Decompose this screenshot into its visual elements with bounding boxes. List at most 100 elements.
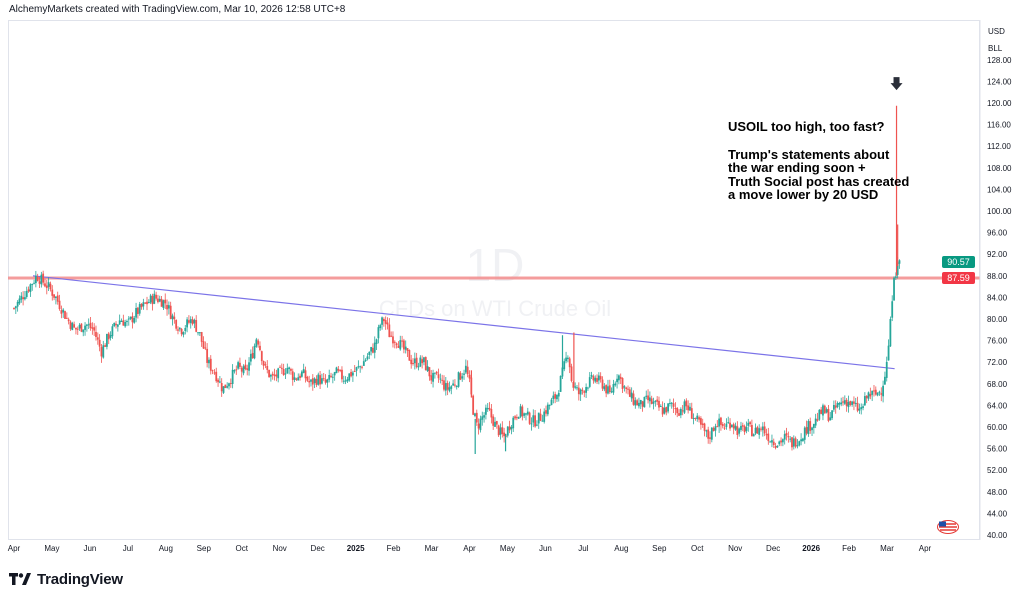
unit-label: BLL	[988, 44, 1003, 53]
horizontal-level-line[interactable]	[8, 276, 980, 280]
candle-body	[548, 404, 551, 406]
candle-body	[333, 372, 336, 376]
candle-body	[854, 402, 857, 404]
candle-body	[692, 418, 695, 420]
marker-layer	[890, 77, 903, 91]
candle-body	[33, 282, 35, 284]
candle-body	[408, 350, 411, 361]
candle-body	[279, 366, 281, 368]
candle-body	[288, 367, 291, 370]
candle-body	[787, 436, 790, 438]
candle-body	[95, 331, 97, 337]
y-tick-label: 84.00	[987, 293, 1008, 302]
candle-body	[348, 373, 351, 381]
candle-body	[27, 289, 30, 292]
candle-body	[703, 423, 706, 431]
candle-body	[699, 418, 702, 425]
candle-body	[428, 367, 431, 377]
candle-body	[337, 369, 340, 371]
candle-body	[226, 386, 229, 388]
candle-body	[158, 298, 161, 302]
candle-body	[559, 375, 562, 392]
x-tick-label: Jul	[578, 544, 588, 553]
candle-body	[838, 403, 841, 405]
candle-body	[579, 389, 582, 395]
candle-body	[477, 423, 480, 429]
candle-body	[459, 373, 462, 380]
candle-body	[878, 391, 881, 393]
candle-body	[109, 335, 112, 338]
candle-body	[772, 441, 775, 446]
candle-body	[678, 413, 680, 416]
candle-body	[714, 426, 717, 431]
trendline[interactable]	[32, 275, 895, 370]
candle-body	[867, 392, 870, 399]
candle-body	[483, 415, 485, 418]
candle-body	[186, 319, 188, 328]
candle-body	[546, 404, 549, 415]
candle-body	[710, 427, 713, 440]
candle-body	[413, 358, 416, 364]
time-axis[interactable]: Apr May Jun Jul Aug Sep Oct Nov Dec 2025 Feb Mar Apr…	[8, 544, 932, 553]
candle-body	[577, 387, 580, 395]
candle-body	[135, 308, 137, 318]
candle-body	[253, 345, 256, 359]
x-tick-label: Feb	[842, 544, 856, 553]
candle-body	[120, 320, 123, 322]
candle-body	[887, 345, 890, 361]
candle-body	[827, 408, 830, 421]
candle-body	[155, 294, 158, 299]
candle-body	[412, 362, 414, 364]
x-tick-label: Mar	[880, 544, 894, 553]
x-tick-label: Oct	[691, 544, 704, 553]
candle-body	[370, 347, 373, 352]
candle-body	[357, 366, 360, 368]
candle-body	[126, 320, 128, 323]
candle-body	[49, 283, 52, 290]
candle-body	[273, 374, 276, 376]
x-tick-label: Apr	[919, 544, 932, 553]
candle-body	[421, 359, 424, 364]
candle-body	[286, 367, 289, 374]
candle-body	[641, 401, 644, 407]
candle-body	[222, 386, 225, 393]
y-tick-label: 128.00	[987, 56, 1012, 65]
candle-body	[239, 362, 241, 367]
candle-body	[268, 369, 270, 378]
candle-body	[397, 345, 400, 348]
us-flag-icon[interactable]	[937, 520, 959, 534]
annotation-line: a move lower by 20 USD	[728, 187, 879, 202]
candle-body	[756, 427, 759, 434]
candle-body	[313, 378, 316, 384]
candle-body	[87, 324, 90, 326]
candle-body	[75, 327, 77, 330]
candle-body	[322, 378, 325, 380]
candle-body	[209, 358, 212, 371]
candle-body	[896, 262, 899, 275]
candle-body	[517, 416, 520, 419]
candle-body	[898, 260, 901, 264]
candle-body	[745, 427, 748, 431]
candle-body	[146, 301, 148, 305]
candle-body	[315, 378, 318, 385]
candle-body	[297, 377, 300, 381]
candle-body	[725, 423, 728, 428]
tradingview-logo[interactable]: TradingView	[9, 568, 123, 590]
candle-body	[149, 295, 152, 303]
candle-body	[514, 416, 516, 419]
down-arrow-icon[interactable]	[890, 77, 903, 91]
x-tick-label: Jun	[83, 544, 96, 553]
candle-body	[596, 378, 598, 382]
candle-body	[330, 375, 332, 377]
candle-body	[257, 340, 260, 345]
candle-body	[652, 401, 655, 404]
price-axis[interactable]: 40.00 44.00 48.00 52.00 56.00 60.00 64.00 68.00…	[987, 56, 1012, 540]
y-tick-label: 100.00	[987, 207, 1012, 216]
candle-body	[56, 295, 59, 302]
y-tick-label: 88.00	[987, 272, 1008, 281]
candle-body	[450, 386, 453, 389]
candle-body	[182, 332, 185, 335]
candle-body	[60, 310, 63, 314]
candle-body	[601, 379, 604, 389]
